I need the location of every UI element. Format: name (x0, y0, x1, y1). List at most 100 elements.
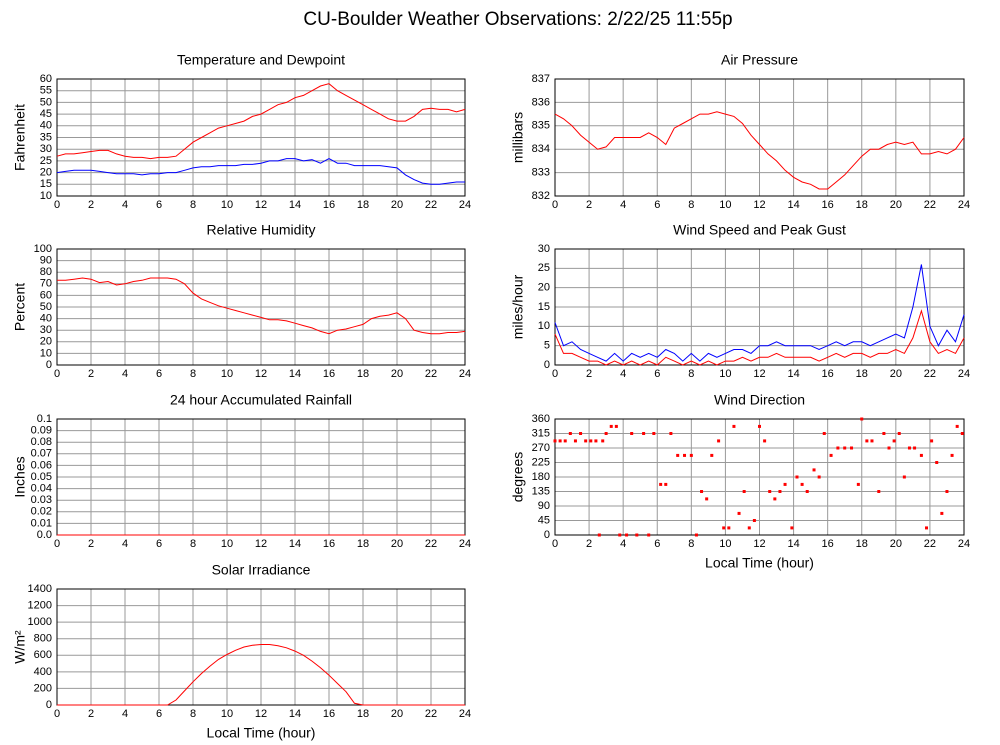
y-tick-label: 832 (532, 190, 550, 202)
data-point (829, 453, 833, 457)
data-point (778, 490, 782, 493)
y-tick-label: 5 (544, 340, 550, 352)
x-tick-label: 10 (221, 708, 233, 720)
data-point (935, 461, 939, 464)
y-tick-label: 0.09 (31, 425, 52, 437)
x-tick-label: 8 (190, 708, 196, 720)
x-tick-label: 16 (822, 538, 834, 550)
data-point (919, 453, 923, 457)
x-tick-label: 2 (88, 368, 94, 380)
x-tick-label: 10 (719, 538, 731, 550)
x-tick-label: 14 (787, 368, 799, 380)
data-point (573, 439, 577, 443)
x-tick-label: 0 (552, 199, 558, 211)
x-tick-label: 6 (654, 538, 660, 550)
x-tick-label: 2 (88, 199, 94, 211)
y-tick-label: 1000 (28, 616, 52, 628)
y-tick-label: 0.0 (37, 529, 52, 541)
data-point (609, 424, 613, 428)
y-tick-label: 15 (538, 301, 550, 313)
y-tick-label: 315 (532, 427, 550, 439)
data-point (843, 446, 847, 450)
data-point (568, 432, 572, 435)
y-tick-label: 180 (532, 471, 550, 483)
x-tick-label: 14 (289, 708, 301, 720)
y-tick-label: 45 (538, 514, 550, 526)
x-tick-label: 20 (890, 199, 902, 211)
panel-title: Wind Speed and Peak Gust (673, 222, 846, 238)
y-axis-label: Fahrenheit (12, 104, 28, 171)
panel-title: Air Pressure (721, 52, 798, 68)
y-tick-label: 0 (46, 359, 52, 371)
y-axis-label: miles/hour (510, 274, 526, 339)
data-point (630, 432, 634, 435)
data-line (57, 277, 466, 335)
x-tick-label: 18 (357, 368, 369, 380)
data-point (664, 482, 668, 486)
x-tick-label: 16 (323, 708, 335, 720)
x-tick-label: 6 (156, 538, 162, 550)
data-point (790, 526, 794, 530)
data-point (860, 417, 864, 421)
y-tick-label: 50 (40, 96, 52, 108)
x-tick-label: 14 (787, 199, 799, 211)
x-tick-label: 18 (357, 538, 369, 550)
x-tick-label: 20 (391, 708, 403, 720)
x-tick-label: 22 (425, 708, 437, 720)
data-line (56, 83, 466, 160)
x-tick-label: 20 (391, 538, 403, 550)
data-point (584, 439, 588, 443)
y-tick-label: 0.1 (37, 413, 52, 425)
data-point (647, 533, 651, 537)
x-tick-label: 24 (459, 708, 471, 720)
y-axis-label: degrees (510, 452, 526, 503)
y-tick-label: 10 (40, 347, 52, 359)
data-point (594, 439, 598, 443)
y-tick-label: 833 (532, 167, 550, 179)
data-point (700, 490, 704, 493)
data-point (960, 432, 964, 435)
x-tick-label: 18 (357, 708, 369, 720)
x-tick-label: 10 (221, 199, 233, 211)
y-tick-label: 0.08 (31, 436, 52, 448)
x-tick-label: 6 (654, 368, 660, 380)
x-tick-label: 0 (54, 368, 60, 380)
data-point (676, 453, 680, 457)
data-point (930, 439, 934, 443)
y-tick-label: 0.02 (31, 506, 52, 518)
y-tick-label: 55 (40, 85, 52, 97)
data-point (773, 497, 777, 501)
plot-frame (554, 248, 965, 366)
data-point (642, 432, 646, 435)
x-tick-label: 22 (924, 538, 936, 550)
y-tick-label: 0.05 (31, 471, 52, 483)
y-tick-label: 837 (532, 73, 550, 85)
panel-title: Relative Humidity (207, 222, 316, 238)
data-point (683, 453, 687, 457)
y-axis-label: millibars (510, 112, 526, 163)
data-point (722, 526, 726, 530)
y-tick-label: 0 (46, 699, 52, 711)
y-tick-label: 0.01 (31, 517, 52, 529)
data-point (752, 519, 756, 522)
y-tick-label: 15 (40, 178, 52, 190)
data-point (717, 439, 721, 443)
data-point (659, 482, 663, 486)
x-tick-label: 12 (753, 368, 765, 380)
data-point (758, 424, 761, 428)
y-tick-label: 10 (538, 320, 550, 332)
x-tick-label: 4 (620, 538, 626, 550)
data-line (56, 158, 465, 185)
plot-frame (56, 248, 466, 366)
data-point (553, 439, 557, 443)
y-tick-label: 400 (34, 666, 52, 678)
y-tick-label: 90 (40, 255, 52, 267)
x-axis-label: Local Time (hour) (705, 555, 814, 571)
x-tick-label: 18 (856, 368, 868, 380)
y-tick-label: 100 (34, 243, 52, 255)
y-tick-label: 30 (538, 243, 550, 255)
x-tick-label: 24 (459, 199, 471, 211)
y-tick-label: 40 (40, 313, 52, 325)
x-tick-label: 12 (255, 538, 267, 550)
